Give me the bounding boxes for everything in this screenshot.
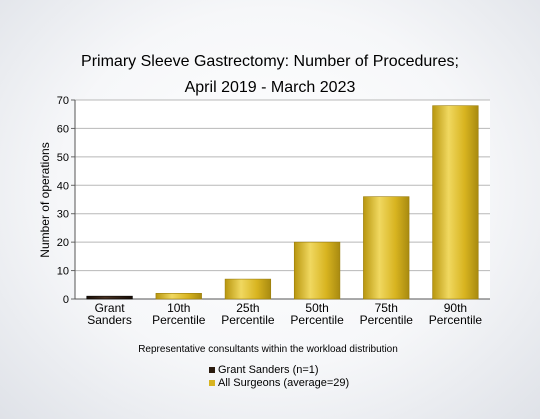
bar-0 — [86, 295, 133, 300]
bar-3 — [293, 241, 341, 300]
x-tick-label: 75th — [375, 301, 398, 315]
plot-background — [75, 100, 490, 299]
x-tick-label: Grant — [95, 301, 126, 315]
x-tick-label: Percentile — [290, 313, 344, 327]
y-tick-label: 20 — [57, 237, 69, 249]
x-tick-label: 25th — [236, 301, 259, 315]
legend-swatch — [209, 367, 215, 373]
x-tick-label: 10th — [167, 301, 190, 315]
chart-title-line-2: April 2019 - March 2023 — [185, 79, 356, 96]
x-tick-label: Percentile — [429, 313, 483, 327]
plot-area: 010203040506070GrantSanders10thPercentil… — [57, 95, 490, 327]
chart-title-line-1: Primary Sleeve Gastrectomy: Number of Pr… — [81, 53, 459, 70]
x-tick-label: Sanders — [87, 313, 132, 327]
legend-label: All Surgeons (average=29) — [218, 377, 349, 389]
bar-4 — [363, 196, 410, 300]
x-tick-label: Percentile — [152, 313, 206, 327]
bar-2 — [224, 278, 272, 300]
y-tick-label: 50 — [57, 152, 69, 164]
bar-5 — [432, 105, 479, 300]
x-axis-label: Representative consultants within the wo… — [138, 344, 398, 355]
y-tick-label: 10 — [57, 266, 69, 278]
y-tick-label: 0 — [63, 294, 69, 306]
x-tick-label: 90th — [444, 301, 467, 315]
x-tick-label: Percentile — [221, 313, 275, 327]
y-axis-label: Number of operations — [38, 142, 52, 257]
legend: Grant Sanders (n=1)All Surgeons (average… — [209, 364, 349, 389]
y-tick-label: 70 — [57, 95, 69, 107]
legend-label: Grant Sanders (n=1) — [218, 364, 319, 376]
x-tick-label: 50th — [305, 301, 328, 315]
y-tick-label: 30 — [57, 209, 69, 221]
x-tick-label: Percentile — [360, 313, 414, 327]
legend-swatch — [209, 380, 215, 386]
y-tick-label: 60 — [57, 123, 69, 135]
y-tick-label: 40 — [57, 180, 69, 192]
bar-1 — [155, 293, 202, 300]
